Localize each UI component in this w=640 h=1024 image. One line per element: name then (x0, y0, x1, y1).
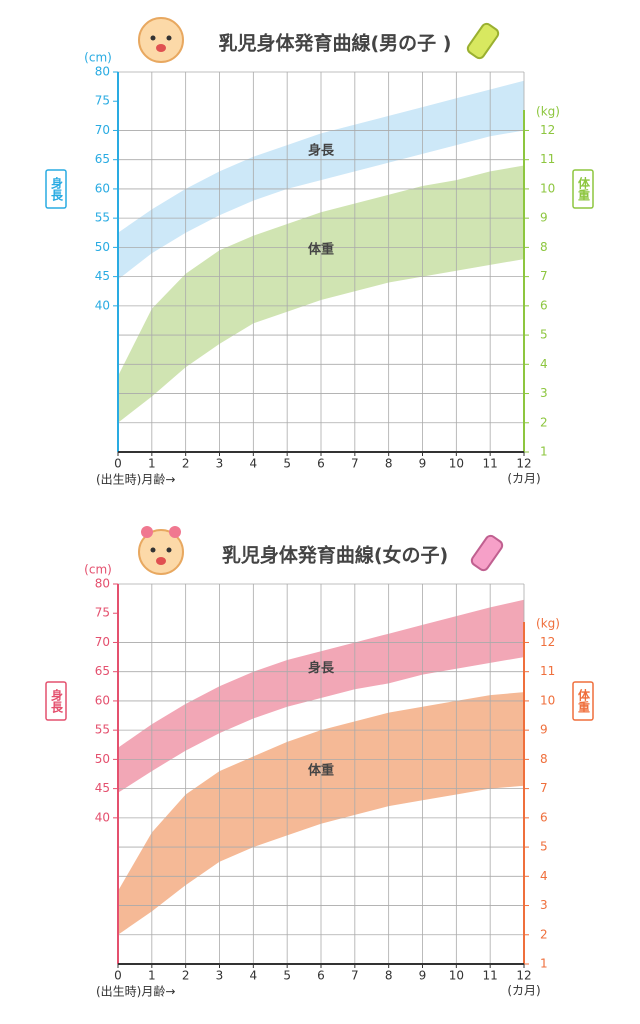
x-tick-label: 5 (283, 969, 291, 983)
x-tick-label: 1 (148, 457, 156, 471)
band-label: 身長 (308, 142, 335, 158)
y2-tick-label: 12 (540, 635, 555, 649)
x-tick-label: 5 (283, 457, 291, 471)
y2-tick-label: 6 (540, 810, 548, 824)
x-tick-label: 9 (419, 969, 427, 983)
y-label-box (45, 681, 67, 721)
y-tick-label: 40 (95, 810, 110, 824)
x-tick-label: 1 (148, 969, 156, 983)
y-label: 身長 (50, 176, 64, 202)
y-tick-label: 50 (95, 240, 110, 254)
y-tick-label: 50 (95, 752, 110, 766)
y-tick-label: 60 (95, 693, 110, 707)
decor-boy (138, 17, 500, 63)
y2-label: 体重 (577, 176, 591, 201)
y2-unit: (kg) (536, 617, 560, 631)
x-label: (出生時)月齢→ (96, 472, 175, 487)
y-tick-label: 80 (95, 65, 110, 79)
x-tick-label: 7 (351, 457, 359, 471)
y2-tick-label: 9 (540, 211, 548, 225)
x-unit: (カ月) (507, 984, 540, 998)
y-unit: (cm) (84, 563, 112, 577)
chart-title: 乳児身体発育曲線(男の子 ) (219, 32, 452, 55)
chart-title: 乳児身体発育曲線(女の子) (222, 544, 448, 567)
y2-tick-label: 4 (540, 357, 548, 371)
y-tick-label: 45 (95, 269, 110, 283)
y-tick-label: 70 (95, 635, 110, 649)
x-tick-label: 4 (250, 969, 258, 983)
x-tick-label: 3 (216, 969, 224, 983)
x-tick-label: 2 (182, 969, 190, 983)
x-tick-label: 10 (449, 457, 464, 471)
y-tick-label: 65 (95, 152, 110, 166)
chart: 乳児身体発育曲線(女の子)身長体重40455055606570758012345… (45, 544, 594, 999)
x-tick-label: 8 (385, 969, 393, 983)
x-tick-label: 9 (419, 457, 427, 471)
x-tick-label: 6 (317, 457, 325, 471)
y2-tick-label: 10 (540, 693, 555, 707)
y-tick-label: 40 (95, 298, 110, 312)
y2-tick-label: 8 (540, 240, 548, 254)
y2-tick-label: 5 (540, 840, 548, 854)
band-label: 体重 (308, 762, 334, 778)
y2-tick-label: 12 (540, 123, 555, 137)
y-label: 身長 (50, 688, 64, 714)
x-tick-label: 12 (516, 969, 531, 983)
y-tick-label: 55 (95, 723, 110, 737)
y2-tick-label: 3 (540, 386, 548, 400)
y2-unit: (kg) (536, 105, 560, 119)
y2-tick-label: 5 (540, 328, 548, 342)
x-unit: (カ月) (507, 472, 540, 486)
y-tick-label: 75 (95, 606, 110, 620)
y2-tick-label: 10 (540, 181, 555, 195)
y-tick-label: 70 (95, 123, 110, 137)
y2-tick-label: 9 (540, 723, 548, 737)
y2-tick-label: 1 (540, 957, 548, 971)
band-label: 身長 (308, 660, 335, 676)
y2-tick-label: 4 (540, 869, 548, 883)
y2-tick-label: 11 (540, 664, 555, 678)
x-tick-label: 0 (114, 969, 122, 983)
y2-label-box (572, 169, 594, 209)
x-tick-label: 12 (516, 457, 531, 471)
y-tick-label: 80 (95, 577, 110, 591)
x-tick-label: 11 (483, 457, 498, 471)
y2-tick-label: 3 (540, 898, 548, 912)
chart: 乳児身体発育曲線(男の子 )身長体重4045505560657075801234… (45, 32, 594, 487)
y2-tick-label: 7 (540, 269, 548, 283)
y2-tick-label: 8 (540, 752, 548, 766)
x-tick-label: 6 (317, 969, 325, 983)
x-tick-label: 0 (114, 457, 122, 471)
y2-tick-label: 6 (540, 298, 548, 312)
x-tick-label: 7 (351, 969, 359, 983)
y-tick-label: 55 (95, 211, 110, 225)
band-label: 体重 (308, 242, 334, 258)
y-label-box (45, 169, 67, 209)
x-tick-label: 4 (250, 457, 258, 471)
y-tick-label: 75 (95, 94, 110, 108)
y2-label-box (572, 681, 594, 721)
x-tick-label: 8 (385, 457, 393, 471)
y-tick-label: 65 (95, 664, 110, 678)
x-tick-label: 2 (182, 457, 190, 471)
y2-tick-label: 2 (540, 927, 548, 941)
x-tick-label: 3 (216, 457, 224, 471)
y-unit: (cm) (84, 51, 112, 65)
y-tick-label: 60 (95, 181, 110, 195)
y-tick-label: 45 (95, 781, 110, 795)
y2-tick-label: 2 (540, 415, 548, 429)
y2-tick-label: 7 (540, 781, 548, 795)
x-tick-label: 10 (449, 969, 464, 983)
y2-tick-label: 1 (540, 445, 548, 459)
y2-label: 体重 (577, 688, 591, 713)
x-label: (出生時)月齢→ (96, 984, 175, 999)
y2-tick-label: 11 (540, 152, 555, 166)
x-tick-label: 11 (483, 969, 498, 983)
decor-girl (138, 526, 504, 575)
